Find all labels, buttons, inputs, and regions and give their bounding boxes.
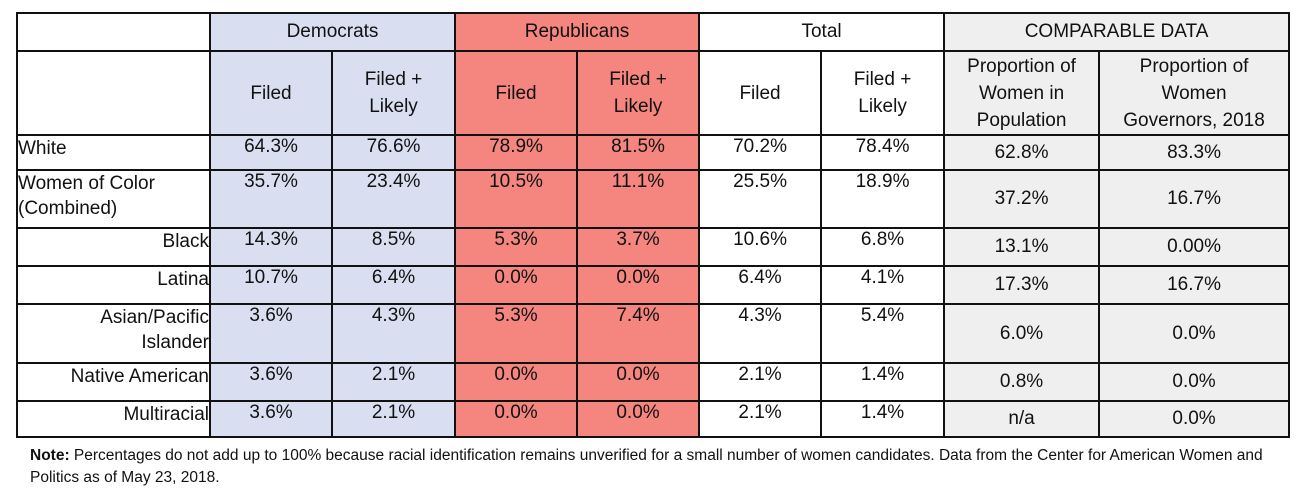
table-cell: 0.0%: [576, 265, 701, 305]
table-cell: 62.8%: [943, 134, 1101, 171]
table-cell: 14.3%: [209, 227, 333, 267]
table-cell: 0.0%: [454, 400, 579, 438]
table-cell: 13.1%: [943, 227, 1101, 267]
table-cell: 6.4%: [698, 265, 823, 305]
table-cell: 0.0%: [1098, 400, 1291, 438]
table-cell: 5.3%: [454, 303, 579, 364]
table-cell: 0.8%: [943, 362, 1101, 402]
row-label: Multiracial: [16, 400, 211, 438]
table-cell: 81.5%: [576, 134, 701, 171]
table-cell: 5.4%: [820, 303, 946, 364]
table-cell: 0.0%: [454, 265, 579, 305]
data-table: Democrats Republicans Total COMPARABLE D…: [16, 12, 1291, 438]
table-cell: 2.1%: [330, 362, 457, 402]
democrats-header: Democrats: [208, 12, 457, 52]
row-label: White: [16, 134, 211, 171]
table-cell: 7.4%: [576, 303, 701, 364]
table-cell: 70.2%: [698, 134, 823, 171]
table-cell: 76.6%: [330, 134, 457, 171]
table-cell: 83.3%: [1098, 134, 1291, 171]
table-cell: 2.1%: [698, 362, 823, 402]
table-cell: 6.4%: [330, 265, 457, 305]
table-cell: 5.3%: [454, 227, 579, 267]
table-cell: 17.3%: [943, 265, 1101, 305]
total-filed-header: Filed: [698, 50, 823, 136]
empty-label-header: [16, 50, 211, 136]
rep-filed-likely-header: Filed + Likely: [576, 50, 701, 136]
table-cell: 16.7%: [1098, 265, 1291, 305]
table-cell: 2.1%: [330, 400, 457, 438]
table-row: Latina 10.7% 6.4% 0.0% 0.0% 6.4% 4.1% 17…: [16, 265, 1291, 305]
table-cell: n/a: [943, 400, 1101, 438]
table-cell: 0.0%: [576, 400, 701, 438]
population-header: Proportion of Women in Population: [943, 50, 1101, 136]
dem-filed-likely-header: Filed + Likely: [330, 50, 457, 136]
table-cell: 25.5%: [698, 169, 823, 229]
table-row: Native American 3.6% 2.1% 0.0% 0.0% 2.1%…: [16, 362, 1291, 402]
table-cell: 0.0%: [1098, 303, 1291, 364]
table-cell: 11.1%: [576, 169, 701, 229]
table-cell: 1.4%: [820, 400, 946, 438]
row-label: Black: [16, 227, 211, 267]
table-cell: 37.2%: [943, 169, 1101, 229]
table-cell: 6.8%: [820, 227, 946, 267]
table-cell: 0.0%: [576, 362, 701, 402]
table-cell: 10.6%: [698, 227, 823, 267]
table-cell: 0.0%: [1098, 362, 1291, 402]
table-cell: 64.3%: [209, 134, 333, 171]
table-row: Black 14.3% 8.5% 5.3% 3.7% 10.6% 6.8% 13…: [16, 227, 1291, 267]
table-row: Multiracial 3.6% 2.1% 0.0% 0.0% 2.1% 1.4…: [16, 400, 1291, 438]
table-cell: 35.7%: [209, 169, 333, 229]
table-cell: 78.9%: [454, 134, 579, 171]
table-row: White 64.3% 76.6% 78.9% 81.5% 70.2% 78.4…: [16, 134, 1291, 171]
table-cell: 0.00%: [1098, 227, 1291, 267]
table-cell: 4.3%: [698, 303, 823, 364]
table-cell: 18.9%: [820, 169, 946, 229]
table-cell: 8.5%: [330, 227, 457, 267]
table-cell: 78.4%: [820, 134, 946, 171]
group-header-row: Democrats Republicans Total COMPARABLE D…: [16, 12, 1291, 52]
note-label: Note:: [30, 447, 70, 464]
governors-header: Proportion of Women Governors, 2018: [1098, 50, 1291, 136]
table-cell: 3.6%: [209, 303, 333, 364]
footnote: Note: Percentages do not add up to 100% …: [30, 445, 1280, 489]
row-label: Asian/Pacific Islander: [16, 303, 211, 364]
table-row: Asian/Pacific Islander 3.6% 4.3% 5.3% 7.4…: [16, 303, 1291, 364]
table-cell: 4.3%: [330, 303, 457, 364]
sub-header-row: Filed Filed + Likely Filed Filed + Likely …: [16, 50, 1291, 136]
table-cell: 23.4%: [330, 169, 457, 229]
empty-corner-cell: [16, 12, 211, 52]
table-cell: 1.4%: [820, 362, 946, 402]
table-cell: 3.6%: [209, 400, 333, 438]
table-cell: 2.1%: [698, 400, 823, 438]
row-label: Latina: [16, 265, 211, 305]
rep-filed-header: Filed: [454, 50, 579, 136]
table-row: Women of Color (Combined) 35.7% 23.4% 10.…: [16, 169, 1291, 229]
note-text: Percentages do not add up to 100% becaus…: [30, 447, 1263, 486]
republicans-header: Republicans: [454, 12, 701, 52]
table-cell: 3.6%: [209, 362, 333, 402]
row-label: Women of Color (Combined): [16, 169, 211, 229]
row-label: Native American: [16, 362, 211, 402]
table-cell: 6.0%: [943, 303, 1101, 364]
table-cell: 16.7%: [1098, 169, 1291, 229]
table-cell: 10.5%: [454, 169, 579, 229]
table-cell: 10.7%: [209, 265, 333, 305]
table-cell: 0.0%: [454, 362, 579, 402]
total-filed-likely-header: Filed + Likely: [820, 50, 946, 136]
table-cell: 4.1%: [820, 265, 946, 305]
total-header: Total: [698, 12, 946, 52]
comparable-data-header: COMPARABLE DATA: [943, 12, 1291, 52]
dem-filed-header: Filed: [209, 50, 333, 136]
table-cell: 3.7%: [576, 227, 701, 267]
